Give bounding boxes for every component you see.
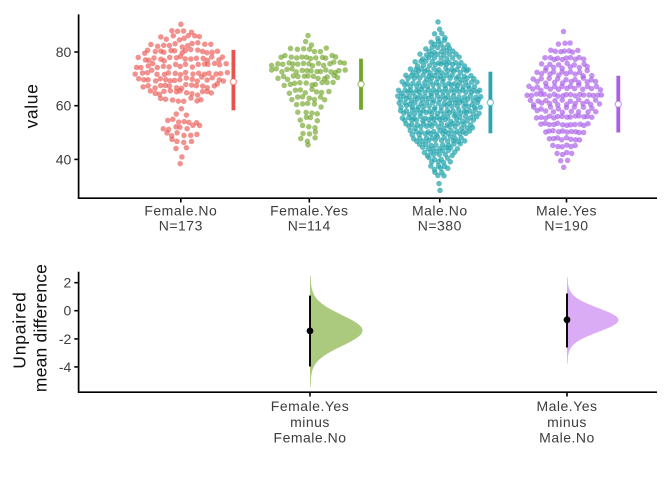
svg-text:Male.Yes: Male.Yes xyxy=(536,203,597,219)
svg-text:Female.Yes: Female.Yes xyxy=(271,398,349,414)
svg-text:minus: minus xyxy=(547,414,587,430)
svg-text:2: 2 xyxy=(64,275,72,291)
svg-text:40: 40 xyxy=(56,151,72,167)
svg-text:Male.Yes: Male.Yes xyxy=(536,398,597,414)
svg-text:Female.No: Female.No xyxy=(274,429,347,445)
svg-text:Male.No: Male.No xyxy=(412,203,468,219)
svg-text:minus: minus xyxy=(290,414,330,430)
svg-text:-2: -2 xyxy=(59,331,72,347)
svg-text:value: value xyxy=(22,84,42,129)
svg-text:N=190: N=190 xyxy=(544,218,588,234)
svg-text:N=380: N=380 xyxy=(418,218,462,234)
svg-text:Male.No: Male.No xyxy=(539,429,595,445)
svg-text:Unpaired: Unpaired xyxy=(10,291,30,368)
svg-text:80: 80 xyxy=(56,44,72,60)
svg-text:0: 0 xyxy=(64,303,72,319)
svg-text:60: 60 xyxy=(56,98,72,114)
svg-text:Female.Yes: Female.Yes xyxy=(270,203,348,219)
svg-text:N=114: N=114 xyxy=(288,218,331,234)
svg-text:-4: -4 xyxy=(59,359,72,375)
svg-text:mean difference: mean difference xyxy=(30,264,50,392)
svg-text:Female.No: Female.No xyxy=(144,203,217,219)
svg-text:N=173: N=173 xyxy=(159,218,203,234)
